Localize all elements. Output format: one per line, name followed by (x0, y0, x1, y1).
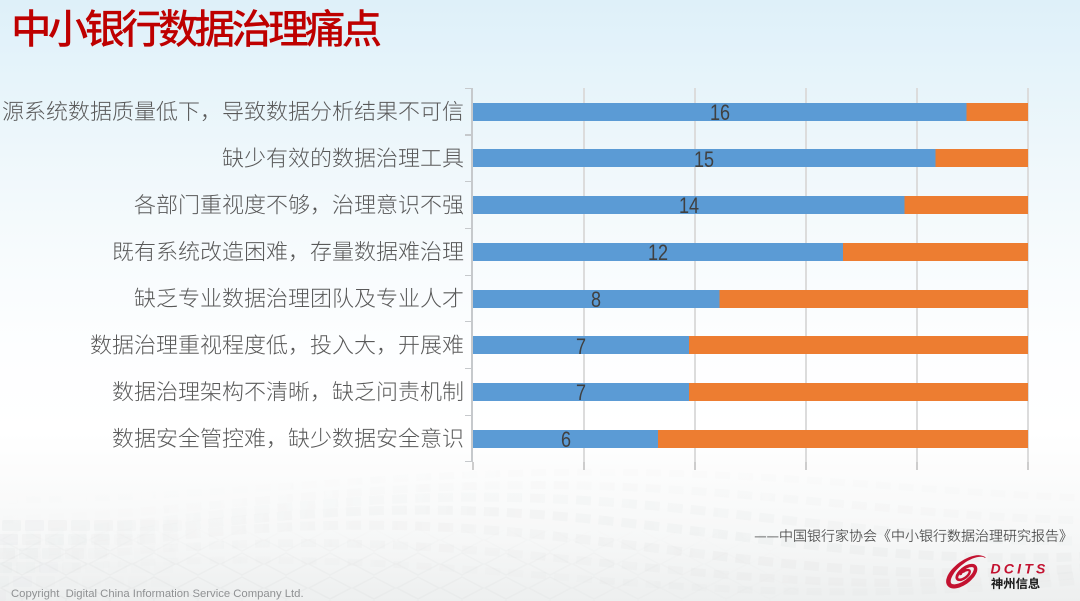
svg-text:DCITS: DCITS (991, 561, 1049, 577)
